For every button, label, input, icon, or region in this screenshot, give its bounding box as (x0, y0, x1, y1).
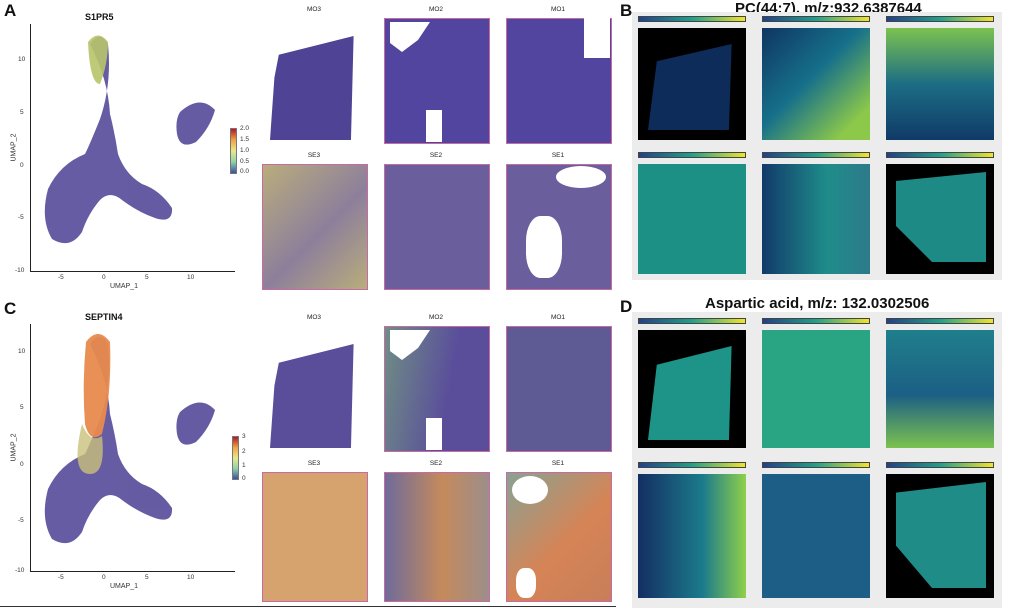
legend-tick: 2.0 (240, 125, 250, 132)
msi-title-d: Aspartic acid, m/z: 132.0302506 (705, 295, 930, 312)
xtick: 0 (102, 574, 106, 581)
color-legend-c: 3 2 1 0 (232, 433, 262, 484)
tile-label: SE3 (307, 152, 321, 159)
tile-label: MO3 (306, 6, 322, 13)
msi-image (882, 152, 1000, 280)
panel-label-c: C (4, 299, 17, 318)
umap-ylabel-a: UMAP_2 (10, 133, 18, 162)
umap-ylabel-c: UMAP_2 (10, 433, 18, 462)
legend-tick: 0 (242, 475, 246, 482)
legend-tick: 1 (242, 462, 246, 469)
umap-xlabel-c: UMAP_1 (110, 583, 139, 590)
msi-image (634, 152, 752, 280)
umap-title-a: S1PR5 (85, 12, 114, 22)
ytick: 5 (20, 404, 24, 411)
color-legend-a: 2.0 1.5 1.0 0.5 0.0 (230, 125, 260, 176)
legend-tick: 2 (242, 448, 246, 455)
msi-grid-b (632, 12, 1002, 280)
tile-se3-a: SE3 (258, 152, 370, 292)
legend-tick: 3 (242, 433, 246, 440)
tile-mo2-c: MO2 (380, 314, 492, 454)
tile-label: MO2 (428, 314, 444, 321)
xtick: 5 (145, 274, 149, 281)
tile-se2-c: SE2 (380, 460, 492, 604)
xtick: -5 (58, 574, 64, 581)
xtick: 10 (187, 274, 195, 281)
tile-mo1-a: MO1 (502, 6, 614, 146)
tile-se3-c: SE3 (258, 460, 370, 604)
tile-mo3-a: MO3 (258, 6, 370, 146)
msi-image (634, 462, 752, 602)
panel-label-b: B (620, 1, 633, 20)
umap-scatter-c (44, 334, 215, 544)
tile-label: SE3 (307, 460, 321, 467)
msi-image (758, 318, 876, 456)
xtick: -5 (58, 274, 64, 281)
spatial-tiles-c: MO3 MO2 MO1 SE3 SE2 SE1 (258, 314, 616, 606)
tile-label: SE1 (551, 152, 565, 159)
tile-label: MO1 (550, 6, 566, 13)
msi-image (634, 16, 752, 146)
xtick: 5 (145, 574, 149, 581)
tile-mo2-a: MO2 (380, 6, 492, 146)
msi-image (882, 318, 1000, 456)
umap-title-c: SEPTIN4 (85, 312, 123, 322)
tile-se2-a: SE2 (380, 152, 492, 292)
tile-label: MO2 (428, 6, 444, 13)
bottom-rule (0, 606, 616, 607)
xtick: 10 (187, 574, 195, 581)
tile-se1-a: SE1 (502, 152, 614, 292)
ytick: 0 (20, 162, 24, 169)
tile-label: MO3 (306, 314, 322, 321)
spatial-tiles-a: MO3 MO2 MO1 SE3 SE2 SE1 (258, 6, 616, 292)
legend-tick: 1.0 (240, 147, 250, 154)
ytick: -10 (15, 567, 25, 574)
legend-tick: 0.5 (240, 158, 250, 165)
ytick: 10 (18, 348, 26, 355)
msi-grid-d (632, 312, 1002, 608)
ytick: 5 (20, 109, 24, 116)
msi-image (758, 152, 876, 280)
tile-label: MO1 (550, 314, 566, 321)
tile-label: SE2 (429, 460, 443, 467)
umap-scatter-a (44, 35, 215, 244)
msi-image (758, 16, 876, 146)
panel-label-a: A (4, 1, 17, 20)
panel-label-d: D (620, 297, 633, 316)
ytick: 10 (18, 56, 26, 63)
tile-se1-c: SE1 (502, 460, 614, 604)
tile-mo3-c: MO3 (258, 314, 370, 454)
ytick: -5 (18, 214, 24, 221)
xtick: 0 (102, 274, 106, 281)
msi-image (882, 462, 1000, 602)
msi-image (758, 462, 876, 602)
legend-tick: 0.0 (240, 168, 250, 175)
ytick: 0 (20, 461, 24, 468)
tile-mo1-c: MO1 (502, 314, 614, 454)
legend-tick: 1.5 (240, 136, 250, 143)
tile-label: SE1 (551, 460, 565, 467)
msi-image (634, 318, 752, 456)
umap-plot-a: UMAP_2 10 5 0 -5 -10 -5 0 5 10 UMAP_1 (11, 24, 235, 290)
tile-label: SE2 (429, 152, 443, 159)
umap-xlabel-a: UMAP_1 (110, 283, 139, 290)
umap-plot-c: UMAP_2 10 5 0 -5 -10 -5 0 5 10 UMAP_1 (11, 324, 235, 590)
ytick: -10 (15, 267, 25, 274)
msi-image (882, 16, 1000, 146)
ytick: -5 (18, 517, 24, 524)
